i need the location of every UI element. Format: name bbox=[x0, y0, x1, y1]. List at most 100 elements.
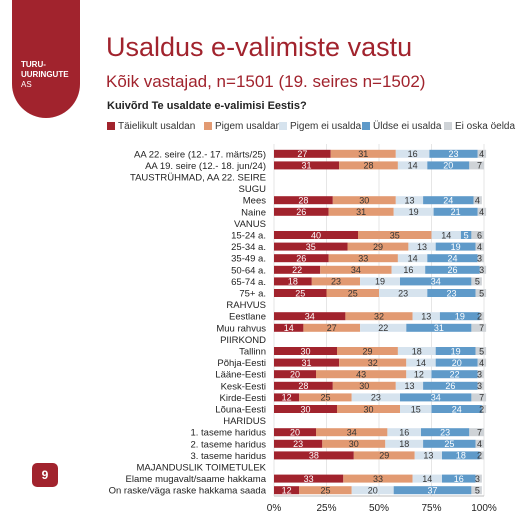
data-label: 7 bbox=[477, 428, 482, 438]
bar-segment bbox=[412, 474, 442, 483]
row-label: 2. taseme haridus bbox=[190, 439, 266, 450]
bar-segment bbox=[423, 439, 476, 448]
bar-segment bbox=[347, 242, 409, 251]
data-label: 13 bbox=[423, 451, 433, 461]
data-label: 2 bbox=[477, 451, 482, 461]
data-label: 29 bbox=[362, 346, 372, 356]
data-label: 33 bbox=[358, 254, 368, 264]
data-label: 43 bbox=[356, 370, 366, 380]
data-label: 23 bbox=[449, 149, 459, 159]
bar-segment bbox=[311, 277, 361, 286]
bar-segment bbox=[397, 161, 428, 170]
bar-segment bbox=[345, 312, 413, 321]
data-label: 27 bbox=[297, 149, 307, 159]
bar-segment bbox=[421, 428, 470, 437]
bar-segment bbox=[400, 277, 472, 286]
bar-segment bbox=[469, 428, 484, 437]
bar-segment bbox=[471, 277, 482, 286]
data-label: 24 bbox=[452, 404, 462, 414]
data-label: 32 bbox=[368, 358, 378, 368]
data-label: 26 bbox=[296, 254, 306, 264]
legend-swatch-1 bbox=[107, 122, 115, 130]
bar-segment bbox=[400, 393, 472, 402]
row-label: 50-64 a. bbox=[231, 265, 266, 276]
bar-segment bbox=[337, 347, 398, 355]
data-label: 20 bbox=[368, 486, 378, 496]
data-label: 4 bbox=[479, 207, 484, 217]
legend-label-1: Täielikult usaldan bbox=[118, 121, 196, 132]
data-label: 35 bbox=[390, 230, 400, 240]
legend-item-2: Pigem usaldan bbox=[204, 121, 281, 132]
bar-segment bbox=[274, 149, 331, 158]
bar-segment bbox=[274, 277, 312, 286]
bar-segment bbox=[427, 161, 470, 170]
legend-label-2: Pigem usaldan bbox=[215, 121, 282, 132]
row-label: Mees bbox=[243, 196, 266, 207]
data-label: 16 bbox=[408, 149, 418, 159]
data-label: 23 bbox=[293, 439, 303, 449]
bar-segment bbox=[477, 207, 487, 216]
data-label: 5 bbox=[479, 346, 484, 356]
data-label: 19 bbox=[451, 242, 461, 252]
bar-segment bbox=[274, 370, 316, 379]
bar-segment bbox=[475, 474, 482, 483]
data-label: 34 bbox=[351, 265, 361, 275]
bar-segment bbox=[400, 405, 432, 413]
bar-segment bbox=[299, 393, 352, 402]
data-label: 18 bbox=[399, 439, 409, 449]
row-label: 1. taseme haridus bbox=[190, 428, 266, 439]
data-label: 20 bbox=[290, 428, 300, 438]
row-label: Lõuna-Eesti bbox=[215, 405, 266, 416]
data-label: 15 bbox=[411, 404, 421, 414]
data-label: 13 bbox=[404, 381, 414, 391]
data-label: 29 bbox=[373, 242, 383, 252]
bar-segment bbox=[353, 451, 415, 460]
bar-segment bbox=[427, 254, 478, 263]
data-label: 13 bbox=[421, 312, 431, 322]
bar-segment bbox=[477, 149, 487, 158]
data-label: 4 bbox=[479, 358, 484, 368]
logo-line-2: UURINGUTE bbox=[21, 70, 69, 79]
data-label: 27 bbox=[327, 323, 337, 333]
data-label: 31 bbox=[434, 323, 444, 333]
bar-segment bbox=[391, 265, 426, 274]
bar-segment bbox=[274, 474, 344, 483]
bar-segment bbox=[431, 405, 482, 413]
row-label: Muu rahvus bbox=[216, 323, 266, 334]
bar-segment bbox=[379, 289, 428, 297]
data-label: 20 bbox=[443, 161, 453, 171]
data-label: 26 bbox=[296, 207, 306, 217]
bar-segment bbox=[475, 347, 487, 355]
bar-segment bbox=[274, 254, 329, 263]
bar-segment bbox=[387, 428, 421, 437]
data-label: 40 bbox=[311, 230, 321, 240]
data-label: 28 bbox=[298, 196, 308, 206]
row-label: Lääne-Eesti bbox=[215, 370, 266, 381]
bar-segment bbox=[339, 161, 398, 170]
bar-segment bbox=[425, 265, 480, 274]
data-label: 14 bbox=[284, 323, 294, 333]
bar-segment bbox=[274, 381, 333, 390]
data-label: 23 bbox=[440, 428, 450, 438]
bar-segment bbox=[435, 358, 478, 367]
bar-segment bbox=[299, 486, 352, 495]
row-label: PIIRKOND bbox=[220, 335, 266, 346]
data-label: 14 bbox=[416, 358, 426, 368]
bar-segment bbox=[343, 474, 413, 483]
row-label: MAJANDUSLIK TOIMETULEK bbox=[136, 463, 266, 474]
data-label: 14 bbox=[408, 161, 418, 171]
page-number-badge: 9 bbox=[32, 463, 58, 487]
legend-swatch-3 bbox=[279, 122, 287, 130]
bar-segment bbox=[471, 393, 487, 402]
logo-line-1: TURU- bbox=[21, 60, 46, 69]
bar-segment bbox=[471, 323, 487, 332]
data-label: 16 bbox=[403, 265, 413, 275]
row-label: 15-24 a. bbox=[231, 231, 266, 242]
legend-label-5: Ei oska öelda bbox=[455, 121, 516, 132]
data-label: 19 bbox=[451, 346, 461, 356]
row-label: On raske/väga raske hakkama saada bbox=[109, 486, 267, 497]
data-label: 19 bbox=[409, 207, 419, 217]
bar-segment bbox=[397, 254, 428, 263]
bar-segment bbox=[274, 242, 348, 251]
data-label: 16 bbox=[399, 428, 409, 438]
